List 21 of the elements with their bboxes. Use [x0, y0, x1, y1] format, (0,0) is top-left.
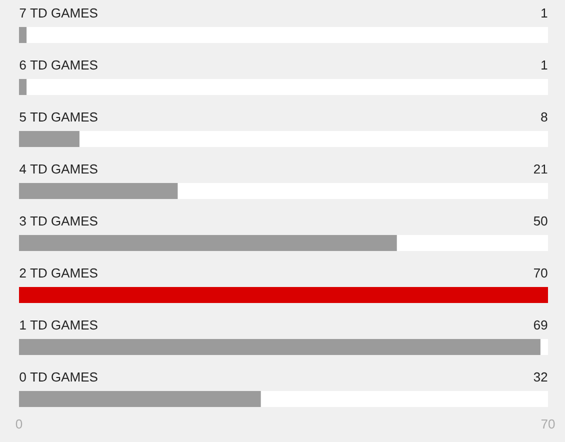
- y-tick-label: 4 TD GAMES: [19, 164, 98, 174]
- y-tick-label: 6 TD GAMES: [20, 60, 98, 70]
- data-label: 70: [534, 268, 548, 278]
- x-tick-label: 0: [16, 419, 22, 429]
- data-label: 50: [534, 216, 548, 226]
- y-tick-label: 0 TD GAMES: [20, 372, 98, 382]
- y-tick-label: 1 TD GAMES: [20, 320, 98, 330]
- data-label: 69: [534, 320, 548, 330]
- bar: [19, 27, 27, 43]
- bar: [19, 339, 540, 355]
- y-tick-label: 2 TD GAMES: [20, 268, 98, 278]
- data-label: 1: [542, 8, 548, 18]
- y-tick-label: 7 TD GAMES: [20, 8, 98, 18]
- y-tick-label: 5 TD GAMES: [20, 112, 98, 122]
- y-tick-label: 3 TD GAMES: [20, 216, 98, 226]
- data-label: 1: [542, 60, 548, 70]
- data-label: 21: [534, 164, 548, 174]
- data-label: 32: [534, 372, 548, 382]
- bar: [19, 79, 27, 95]
- bar: [19, 131, 80, 147]
- data-label: 8: [541, 112, 548, 122]
